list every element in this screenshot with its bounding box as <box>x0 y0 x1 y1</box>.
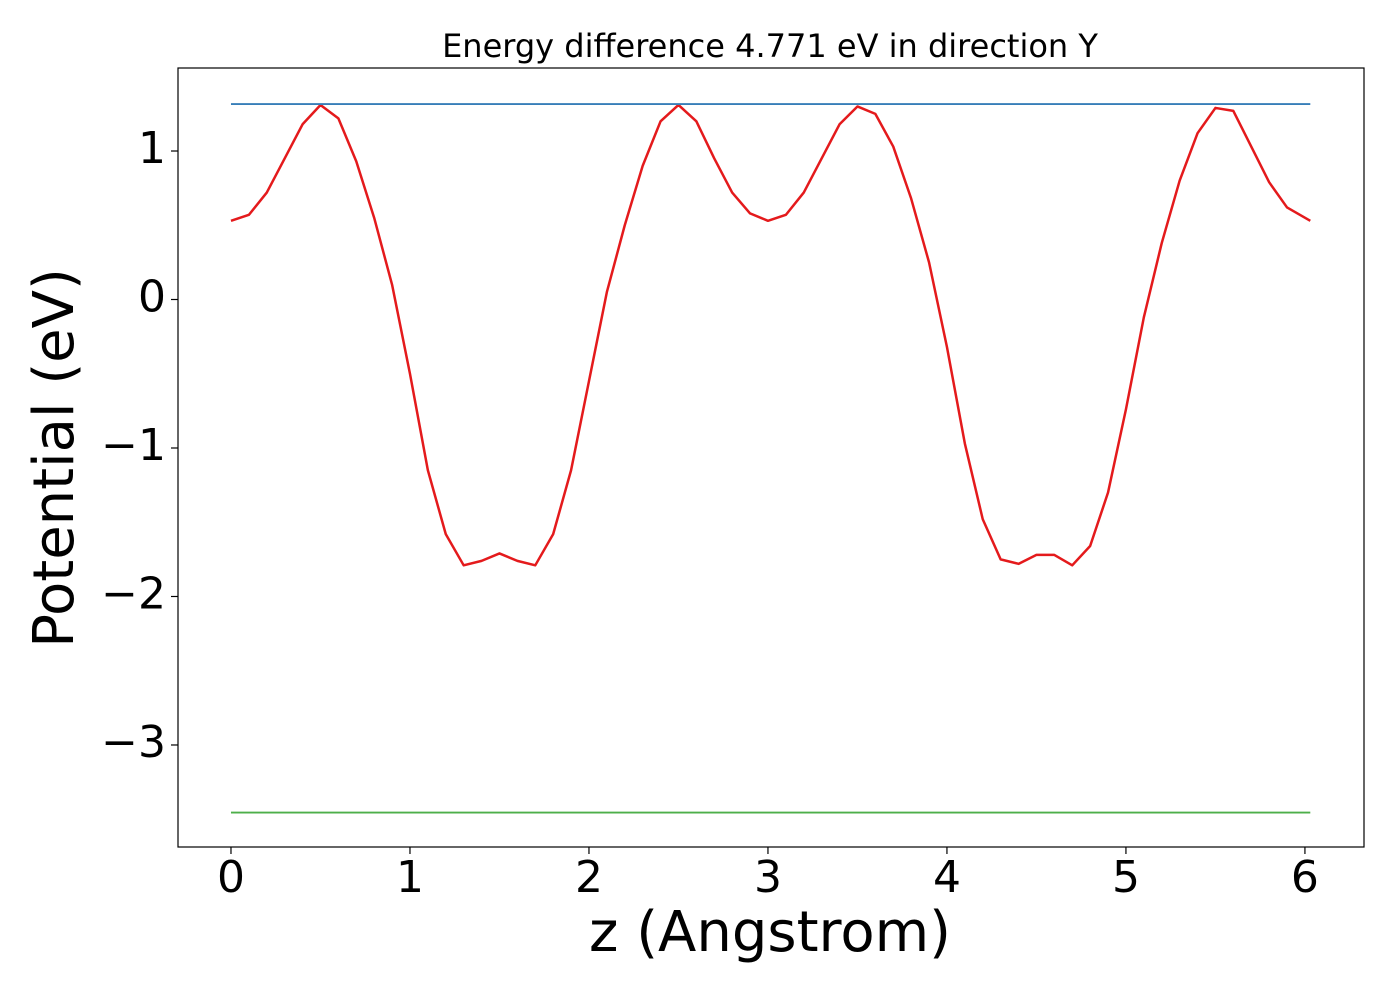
x-tick-label: 0 <box>217 852 245 903</box>
y-tick-label: 1 <box>138 123 166 174</box>
y-axis-label: Potential (eV) <box>22 268 87 648</box>
x-tick-label: 5 <box>1112 852 1140 903</box>
x-axis-label: z (Angstrom) <box>589 900 951 965</box>
x-tick-label: 1 <box>396 852 424 903</box>
y-tick-label: −1 <box>101 420 166 471</box>
x-tick-label: 3 <box>754 852 782 903</box>
y-tick-label: 0 <box>138 272 166 323</box>
chart-title: Energy difference 4.771 eV in direction … <box>442 27 1098 65</box>
y-tick-label: −3 <box>101 717 166 768</box>
data-line <box>230 103 1311 567</box>
x-tick-label: 2 <box>575 852 603 903</box>
x-tick-label: 6 <box>1291 852 1319 903</box>
plot-frame <box>177 67 1365 848</box>
x-tick-label: 4 <box>933 852 961 903</box>
y-tick-label: −2 <box>101 568 166 619</box>
